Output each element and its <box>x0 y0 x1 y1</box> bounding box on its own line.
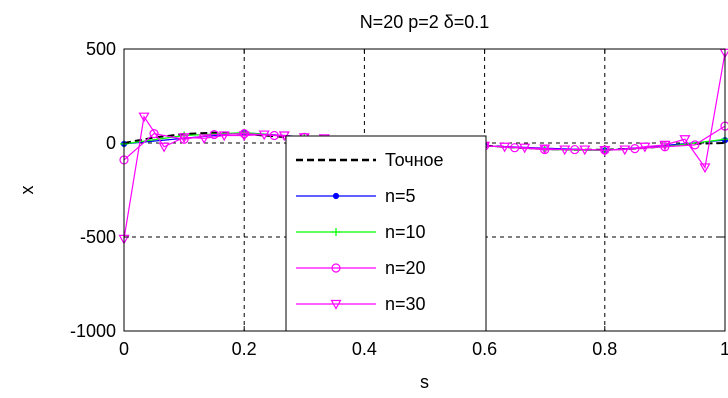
data-point <box>499 142 511 153</box>
axis-ticks: 0 0.2 0.4 0.6 0.8 1 -1000 -500 0 500 <box>70 39 728 359</box>
legend-item: Точное <box>296 150 444 170</box>
y-tick-label: -1000 <box>70 321 116 341</box>
legend-item: n=10 <box>296 222 426 242</box>
data-point <box>659 140 671 151</box>
data-point <box>178 133 190 144</box>
data-point <box>579 145 591 156</box>
legend-box <box>285 135 487 332</box>
legend-label: n=30 <box>385 294 426 314</box>
legend-marker <box>332 228 340 236</box>
data-point <box>149 129 159 139</box>
data-point <box>258 130 270 141</box>
legend-marker <box>330 299 342 310</box>
x-tick-label: 1 <box>720 339 728 359</box>
legend-item: n=5 <box>296 186 416 206</box>
data-point <box>619 145 631 156</box>
legend-item: n=30 <box>296 294 426 314</box>
y-tick-label: 500 <box>86 39 116 59</box>
data-point <box>699 163 711 174</box>
x-tick-label: 0.8 <box>592 339 617 359</box>
x-tick-label: 0 <box>119 339 129 359</box>
data-point <box>519 143 531 154</box>
data-point <box>559 145 571 156</box>
y-axis-label: x <box>17 186 37 195</box>
data-point <box>238 131 250 142</box>
data-point <box>539 144 551 155</box>
data-point <box>719 48 728 59</box>
y-tick-label: -500 <box>80 227 116 247</box>
legend-marker <box>331 263 341 273</box>
data-point <box>660 142 670 152</box>
x-axis-label: s <box>420 372 429 392</box>
x-tick-label: 0.6 <box>472 339 497 359</box>
legend-label: n=20 <box>385 258 426 278</box>
x-tick-label: 0.4 <box>352 339 377 359</box>
legend-marker <box>332 192 340 200</box>
data-point <box>218 131 230 142</box>
data-point <box>679 135 691 145</box>
data-point <box>209 129 219 140</box>
data-point <box>198 134 210 145</box>
y-tick-label: 0 <box>106 133 116 153</box>
legend-item: n=20 <box>296 258 426 278</box>
legend: Точное n=5 n=10 n=20 n=30 <box>285 135 487 332</box>
legend-label: Точное <box>385 150 444 170</box>
legend-label: n=10 <box>385 222 426 242</box>
legend-label: n=5 <box>385 186 416 206</box>
data-point <box>138 112 150 123</box>
data-point <box>158 142 170 153</box>
chart-title: N=20 p=2 δ=0.1 <box>360 12 490 32</box>
data-point <box>599 146 611 156</box>
data-point <box>690 140 700 150</box>
data-point <box>639 142 651 153</box>
x-tick-label: 0.2 <box>232 339 257 359</box>
